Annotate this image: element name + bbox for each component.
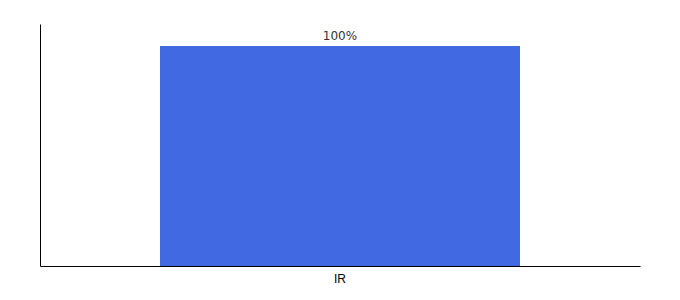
x-axis: IR — [41, 266, 641, 286]
plot-area: IR 100% — [41, 25, 641, 286]
data-labels: 100% — [323, 29, 357, 43]
bar — [160, 46, 520, 266]
bars — [160, 46, 520, 266]
y-axis-line — [40, 25, 41, 267]
chart-container: IR 100% — [0, 0, 680, 300]
chart-svg: IR 100% — [0, 0, 680, 300]
x-axis-line — [41, 266, 641, 267]
y-axis — [40, 25, 41, 267]
x-tick-label: IR — [334, 272, 346, 286]
x-tick: IR — [334, 266, 346, 286]
data-label: 100% — [323, 29, 357, 43]
